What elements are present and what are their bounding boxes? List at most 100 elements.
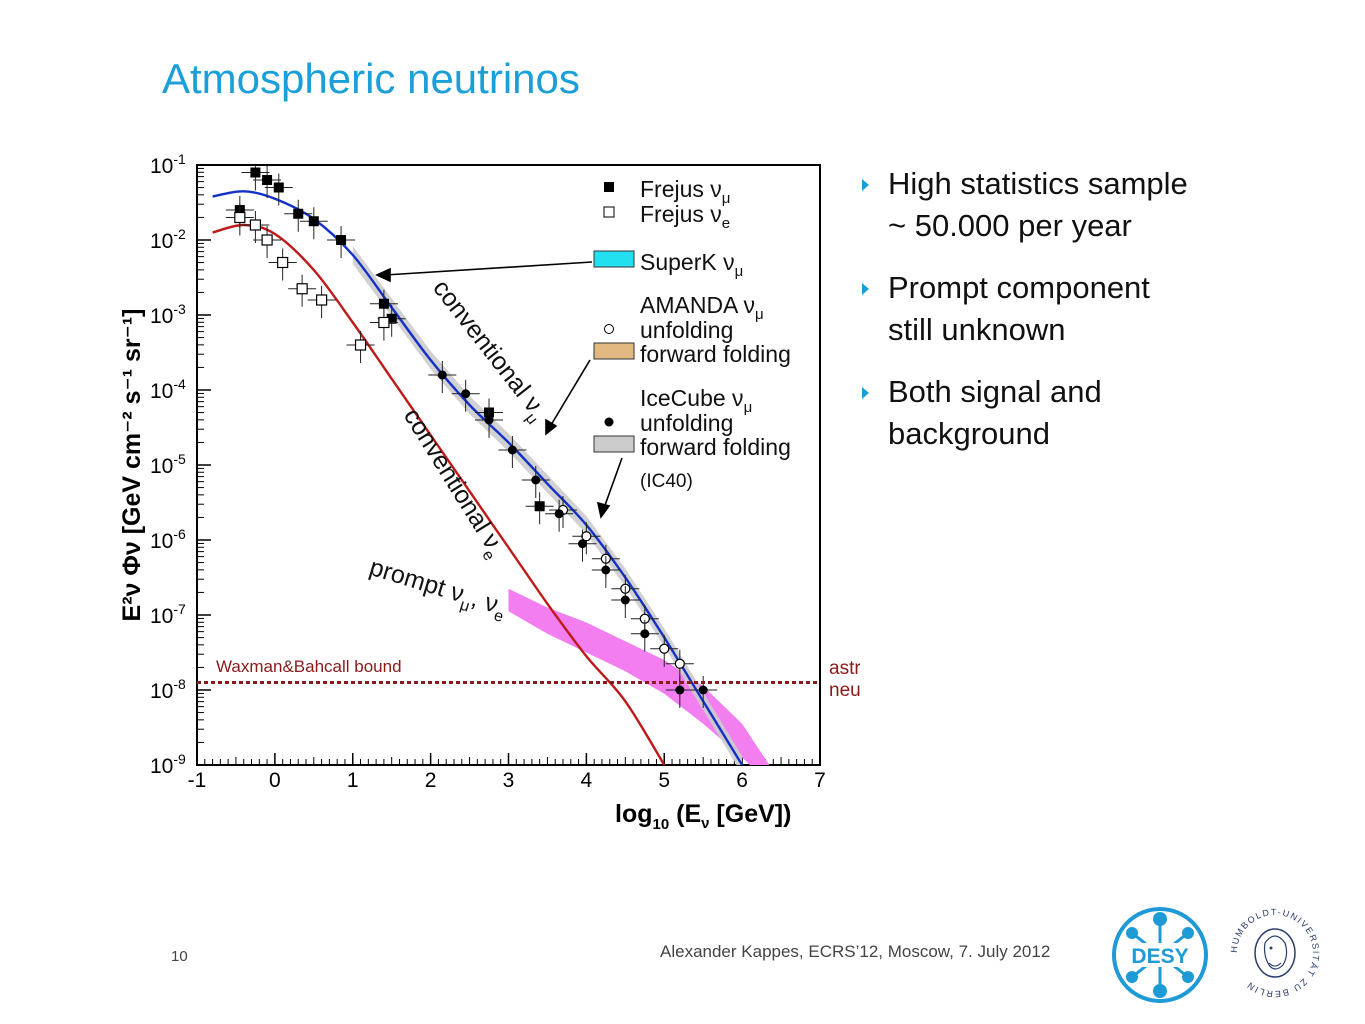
desy-logo: DESY: [1112, 907, 1208, 1003]
x-label-prefix: log: [615, 800, 653, 828]
svg-text:forward folding: forward folding: [640, 434, 791, 460]
data-point: [534, 501, 545, 512]
y-tick-label: 10-9: [150, 751, 186, 778]
svg-text:(IC40): (IC40): [640, 471, 693, 492]
svg-text:Frejus νe: Frejus νe: [640, 201, 730, 232]
prompt-band: [508, 588, 770, 765]
x-label-suffix: [GeV]): [709, 800, 791, 828]
data-point: [250, 167, 261, 178]
data-point: [308, 216, 319, 227]
astrophysical-label: astrophysical: [829, 658, 860, 679]
legend-entry: forward folding: [593, 434, 791, 460]
svg-text:Frejus νμ: Frejus νμ: [640, 176, 730, 207]
x-tick-label: 4: [581, 769, 593, 792]
svg-text:SuperK νμ: SuperK νμ: [640, 249, 743, 280]
y-tick-label: 10-2: [150, 226, 186, 253]
legend-entry: SuperK νμ: [593, 249, 743, 280]
legend-entry: unfolding: [604, 317, 733, 343]
x-tick-label: 1: [347, 769, 359, 792]
legend-arrows: [375, 261, 623, 519]
data-point: [249, 219, 262, 231]
humboldt-university-seal: HUMBOLDT-UNIVERSITÄT ZU BERLIN: [1229, 907, 1321, 999]
y-axis-label: E²ν Φν [GeV cm⁻² s⁻¹ sr⁻¹]: [118, 309, 146, 622]
data-point: [577, 539, 587, 549]
data-point: [234, 211, 246, 224]
legend-entry: AMANDA νμ: [640, 292, 764, 323]
data-point: [554, 509, 564, 519]
y-tick-label: 10-6: [150, 526, 186, 553]
neutrinos-label: neutrinos: [829, 680, 860, 701]
conventional-nu-mu-curve: [212, 190, 744, 765]
data-point: [277, 256, 289, 269]
y-tick-label: 10-8: [150, 676, 186, 703]
data-point: [507, 445, 517, 455]
y-tick-label: 10-1: [150, 151, 186, 178]
x-tick-label: 6: [736, 769, 748, 792]
page-number: 10: [171, 948, 188, 965]
bullet-arrow-icon: [862, 283, 869, 295]
x-tick-label: 5: [658, 769, 670, 792]
bullet-item: Prompt component still unknown: [862, 267, 1282, 351]
data-point: [437, 370, 447, 380]
data-point: [273, 182, 284, 193]
bullet-list: High statistics sample ~ 50.000 per year…: [862, 163, 1282, 475]
data-point: [620, 595, 630, 605]
waxman-bahcall-label: Waxman&Bahcall bound: [216, 657, 402, 676]
data-point: [531, 475, 541, 485]
data-point: [316, 294, 328, 306]
legend-entry: forward folding: [593, 341, 791, 367]
data-point: [296, 283, 308, 295]
bullet-line: High statistics sample: [888, 166, 1188, 201]
bullet-item: High statistics sample ~ 50.000 per year: [862, 163, 1282, 247]
y-tick-labels: 10-1 10-2 10-3 10-4 10-5 10-6 10-7 10-8 10-9: [150, 151, 186, 778]
data-point: [601, 565, 611, 575]
legend-entry: Frejus νe: [603, 201, 730, 232]
data-point: [640, 629, 650, 639]
legend-entry: unfolding: [604, 410, 733, 436]
data-points: [225, 165, 718, 708]
bullet-line: Both signal and: [888, 374, 1102, 409]
slide-title: Atmospheric neutrinos: [162, 55, 580, 102]
bullet-line: still unknown: [888, 312, 1066, 347]
x-axis-label: log10 (Eν [GeV]): [615, 800, 791, 833]
y-tick-label: 10-4: [150, 376, 186, 403]
bullet-arrow-icon: [862, 387, 869, 399]
y-tick-label: 10-3: [150, 301, 186, 328]
icecube-forward-folding-band: [352, 246, 743, 765]
x-tick-label: 7: [814, 769, 826, 792]
svg-text:IceCube νμ: IceCube νμ: [640, 385, 752, 416]
axis-ticks: [196, 164, 821, 766]
data-point: [581, 531, 592, 542]
data-point: [386, 313, 397, 324]
data-point: [336, 235, 347, 245]
y-tick-label: 10-7: [150, 601, 186, 628]
bullet-arrow-icon: [862, 179, 869, 191]
svg-text:DESY: DESY: [1131, 945, 1188, 968]
legend-entry: Frejus νμ: [604, 176, 730, 207]
data-point: [378, 316, 390, 329]
data-point: [659, 643, 670, 654]
conventional-nu-e-curve: [212, 223, 666, 765]
bullet-line: Prompt component: [888, 270, 1150, 305]
data-point: [698, 685, 708, 695]
data-point: [378, 298, 389, 309]
x-tick-label: 0: [269, 769, 281, 792]
bullet-line: background: [888, 416, 1051, 451]
svg-text:unfolding: unfolding: [640, 410, 733, 436]
legend-entry: IceCube νμ: [640, 385, 752, 416]
x-tick-labels: -1 0 1 2 3 4 5 6 7: [188, 769, 826, 792]
x-label-main: (E: [669, 800, 701, 828]
data-point: [293, 208, 304, 219]
legend-entry: (IC40): [640, 471, 693, 492]
svg-text:AMANDA νμ: AMANDA νμ: [640, 292, 764, 323]
svg-text:unfolding: unfolding: [640, 317, 733, 343]
x-tick-label: -1: [188, 769, 207, 792]
svg-text:HUMBOLDT-UNIVERSITÄT ZU BERLIN: HUMBOLDT-UNIVERSITÄT ZU BERLIN: [1229, 907, 1321, 999]
neutrino-flux-chart: 10-1 10-2 10-3 10-4 10-5 10-6 10-7 10-8 10-9 -1 0…: [118, 151, 860, 833]
data-point: [675, 685, 685, 695]
data-point: [354, 339, 367, 351]
data-point: [461, 389, 471, 399]
x-tick-label: 2: [425, 769, 437, 792]
data-point: [484, 415, 494, 425]
